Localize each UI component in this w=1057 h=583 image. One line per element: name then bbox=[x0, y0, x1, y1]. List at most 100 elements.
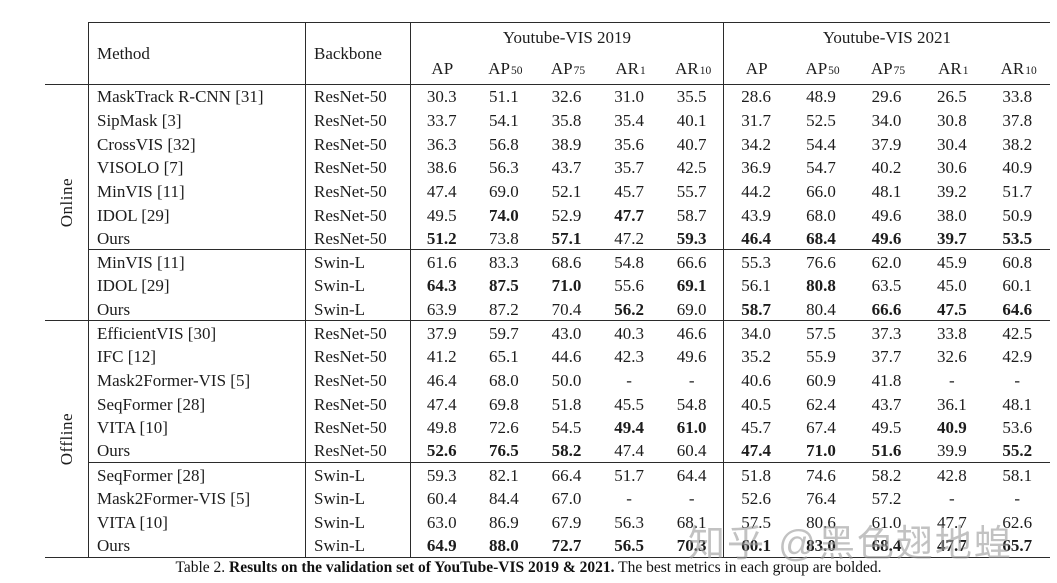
method-cell: Ours bbox=[88, 226, 305, 251]
value-cell: 45.9 bbox=[936, 252, 967, 272]
value-cell: 51.2 bbox=[410, 226, 473, 251]
results-table: Method Backbone Youtube-VIS 2019 AP AP 50 A… bbox=[45, 22, 1050, 558]
value-cell: 42.5 bbox=[676, 158, 707, 178]
value-cell: 45.0 bbox=[936, 276, 967, 296]
backbone-cell: ResNet-50 bbox=[305, 345, 410, 369]
value-cell: 60.1 bbox=[722, 534, 789, 558]
value-cell: 30.8 bbox=[936, 110, 967, 130]
value-cell: - bbox=[949, 371, 955, 390]
value-cell: 38.6 bbox=[410, 155, 473, 180]
value-cell: 52.5 bbox=[806, 110, 836, 130]
value-cell: 69.8 bbox=[489, 394, 519, 414]
value-cell: 55.7 bbox=[676, 181, 707, 201]
value-cell: 83.3 bbox=[489, 252, 519, 272]
value-cell: 60.4 bbox=[410, 486, 473, 511]
method-cell: SeqFormer [28] bbox=[88, 463, 305, 487]
value-cell: 70.3 bbox=[660, 534, 723, 558]
value-cell: 43.7 bbox=[551, 158, 582, 178]
value-cell: 68.0 bbox=[489, 371, 519, 390]
value-cell: 64.9 bbox=[410, 534, 473, 558]
value-cell: 40.9 bbox=[936, 418, 967, 438]
value-cell: 56.5 bbox=[597, 534, 661, 558]
table-caption: Table 2. Results on the validation set o… bbox=[0, 559, 1057, 577]
backbone-cell: Swin-L bbox=[305, 274, 410, 298]
method-cell: VISOLO [7] bbox=[88, 155, 305, 180]
method-cell: EfficientVIS [30] bbox=[88, 321, 305, 346]
value-cell: 62.4 bbox=[806, 394, 836, 414]
value-cell: 64.6 bbox=[984, 298, 1050, 322]
backbone-cell: Swin-L bbox=[305, 486, 410, 511]
value-cell: 40.9 bbox=[1002, 158, 1033, 178]
value-cell: 66.6 bbox=[853, 298, 920, 322]
value-cell: 55.9 bbox=[806, 347, 836, 367]
value-cell: - bbox=[688, 489, 695, 509]
header-metric-ap75-2019: AP 75 bbox=[550, 58, 586, 78]
value-cell: 36.3 bbox=[410, 132, 473, 156]
value-cell: 76.6 bbox=[806, 252, 836, 272]
value-cell: 35.5 bbox=[676, 87, 707, 107]
value-cell: 71.0 bbox=[551, 276, 582, 296]
value-cell: 41.2 bbox=[410, 345, 473, 369]
value-cell: 71.0 bbox=[788, 440, 854, 464]
value-cell: 58.2 bbox=[535, 440, 598, 464]
value-cell: 43.0 bbox=[551, 323, 582, 343]
value-cell: 38.2 bbox=[1002, 134, 1033, 154]
caption-suffix: The best metrics in each group are bolde… bbox=[614, 559, 882, 576]
value-cell: 51.1 bbox=[489, 87, 519, 107]
value-cell: 50.0 bbox=[551, 371, 582, 390]
backbone-cell: ResNet-50 bbox=[305, 368, 410, 393]
value-cell: 45.7 bbox=[614, 181, 644, 201]
value-cell: 46.4 bbox=[410, 368, 473, 393]
value-cell: 37.3 bbox=[871, 323, 902, 343]
value-cell: 51.8 bbox=[551, 394, 582, 414]
value-cell: 59.3 bbox=[410, 463, 473, 487]
backbone-cell: ResNet-50 bbox=[305, 155, 410, 180]
value-cell: 37.9 bbox=[410, 321, 473, 346]
value-cell: 34.0 bbox=[722, 321, 788, 346]
value-cell: 52.9 bbox=[551, 205, 582, 225]
group-label-text: Offline bbox=[57, 412, 76, 466]
value-cell: 46.4 bbox=[722, 226, 789, 251]
method-cell: Mask2Former-VIS [5] bbox=[88, 368, 305, 393]
value-cell: 29.6 bbox=[871, 87, 902, 107]
value-cell: 46.6 bbox=[676, 323, 707, 343]
caption-bold-text: Results on the validation set of YouTube… bbox=[229, 559, 615, 576]
value-cell: 38.9 bbox=[551, 134, 582, 154]
method-cell: Mask2Former-VIS [5] bbox=[88, 486, 305, 511]
value-cell: 45.7 bbox=[722, 415, 788, 440]
value-cell: 26.5 bbox=[936, 87, 967, 107]
value-cell: 50.9 bbox=[1002, 205, 1033, 225]
value-cell: 61.6 bbox=[410, 250, 473, 275]
value-cell: - bbox=[949, 489, 955, 509]
backbone-cell: ResNet-50 bbox=[305, 85, 410, 109]
value-cell: 47.7 bbox=[614, 205, 644, 225]
value-cell: 49.5 bbox=[410, 203, 473, 227]
value-cell: 62.0 bbox=[871, 252, 902, 272]
value-cell: 58.2 bbox=[871, 465, 902, 485]
value-cell: 49.8 bbox=[410, 415, 473, 440]
value-cell: - bbox=[688, 371, 695, 390]
backbone-cell: ResNet-50 bbox=[305, 203, 410, 227]
method-cell: IFC [12] bbox=[88, 345, 305, 369]
value-cell: 83.0 bbox=[788, 534, 854, 558]
value-cell: 80.4 bbox=[788, 298, 854, 322]
value-cell: 48.1 bbox=[871, 181, 902, 201]
backbone-cell: ResNet-50 bbox=[305, 415, 410, 440]
value-cell: 53.5 bbox=[984, 227, 1050, 251]
method-cell: Ours bbox=[88, 534, 305, 558]
value-cell: 87.5 bbox=[489, 276, 519, 296]
header-metric-ar1-2019: AR 1 bbox=[615, 58, 646, 78]
value-cell: 48.1 bbox=[1002, 394, 1033, 414]
value-cell: - bbox=[626, 371, 632, 390]
method-cell: MaskTrack R-CNN [31] bbox=[88, 85, 305, 109]
value-cell: 62.6 bbox=[1002, 512, 1033, 532]
value-cell: 31.7 bbox=[722, 108, 788, 133]
value-cell: 39.9 bbox=[919, 440, 985, 464]
value-cell: 64.3 bbox=[410, 274, 473, 298]
value-cell: 87.2 bbox=[472, 298, 536, 322]
value-cell: - bbox=[1014, 371, 1021, 390]
value-cell: 47.4 bbox=[597, 440, 661, 464]
value-cell: 35.4 bbox=[614, 110, 644, 130]
backbone-cell: Swin-L bbox=[305, 510, 410, 535]
